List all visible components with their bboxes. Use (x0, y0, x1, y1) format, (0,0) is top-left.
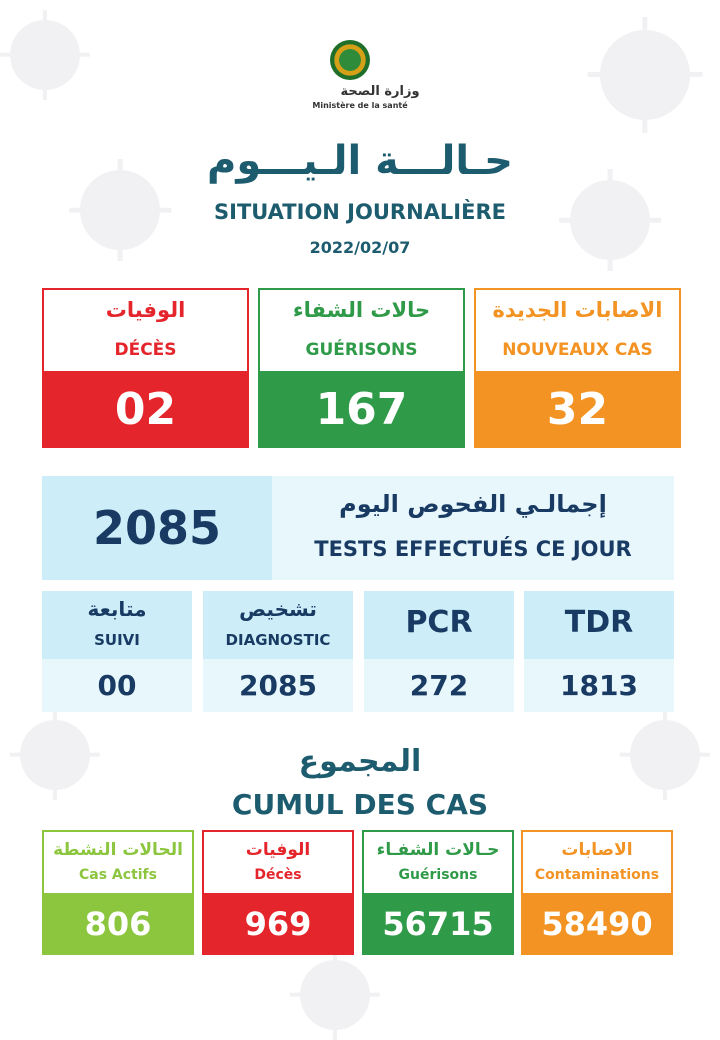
tdr-label: TDR (564, 605, 634, 640)
tests-column-tdr: TDR 1813 (524, 591, 674, 712)
cumul-deaths-card: الوفيات Décès 969 (202, 830, 354, 955)
cumul-title-ar: المجموع (298, 744, 422, 779)
tests-total-value: 2085 (92, 501, 222, 555)
daily-deaths-card: الوفيات DÉCÈS 02 (42, 288, 249, 448)
virus-icon (570, 180, 650, 260)
cumul-recoveries-label-ar: حـالات الشفـاء (376, 840, 500, 860)
daily-recoveries-value: 167 (258, 371, 465, 448)
cumul-deaths-value: 969 (202, 893, 354, 955)
pcr-value: 272 (364, 659, 514, 712)
tests-total-background (42, 476, 272, 580)
cumul-contaminations-card: الاصابات Contaminations 58490 (521, 830, 673, 955)
cumul-deaths-label-ar: الوفيات (245, 840, 311, 860)
virus-icon (20, 720, 90, 790)
ministry-name-ar: وزارة الصحة (340, 84, 420, 99)
ministry-emblem-icon (330, 40, 370, 80)
diagnostic-label-ar: تشخيص (239, 597, 317, 621)
tdr-value: 1813 (524, 659, 674, 712)
tests-column-suivi: متابعة SUIVI 00 (42, 591, 192, 712)
tests-column-diagnostic: تشخيص DIAGNOSTIC 2085 (203, 591, 353, 712)
cumul-title-fr: CUMUL DES CAS (231, 788, 489, 821)
cumul-active-card: الحالات النشطة Cas Actifs 806 (42, 830, 194, 955)
column-header (524, 591, 674, 659)
daily-deaths-label-ar: الوفيات (105, 298, 186, 322)
tests-label-ar: إجمالـي الفحوص اليوم (339, 490, 607, 518)
page-title-ar: حـالـــة الـيـــوم (207, 138, 513, 184)
virus-icon (630, 720, 700, 790)
daily-recoveries-label-fr: GUÉRISONS (305, 340, 418, 360)
virus-icon (10, 20, 80, 90)
virus-icon (600, 30, 690, 120)
cumul-active-value: 806 (42, 893, 194, 955)
suivi-label-fr: SUIVI (94, 631, 140, 649)
diagnostic-label-fr: DIAGNOSTIC (225, 631, 331, 649)
cumul-active-label-ar: الحالات النشطة (53, 840, 183, 860)
tests-column-pcr: PCR 272 (364, 591, 514, 712)
daily-new-cases-card: الاصابات الجديدة NOUVEAUX CAS 32 (474, 288, 681, 448)
daily-recoveries-label-ar: حالات الشفاء (292, 298, 431, 322)
diagnostic-value: 2085 (203, 659, 353, 712)
daily-new-cases-label-ar: الاصابات الجديدة (492, 298, 663, 322)
pcr-label: PCR (405, 605, 473, 640)
suivi-label-ar: متابعة (87, 597, 147, 621)
daily-new-cases-value: 32 (474, 371, 681, 448)
cumul-recoveries-card: حـالات الشفـاء Guérisons 56715 (362, 830, 514, 955)
ministry-name-fr: Ministère de la santé (312, 101, 408, 110)
tests-label-fr: TESTS EFFECTUÉS CE JOUR (314, 537, 632, 561)
cumul-contaminations-label-ar: الاصابات (561, 840, 633, 860)
cumul-contaminations-label-fr: Contaminations (534, 867, 660, 883)
cumul-active-label-fr: Cas Actifs (79, 867, 157, 883)
cumul-recoveries-value: 56715 (362, 893, 514, 955)
column-header (364, 591, 514, 659)
virus-icon (80, 170, 160, 250)
column-header (42, 591, 192, 659)
page-title-fr: SITUATION JOURNALIÈRE (214, 200, 506, 224)
cumul-deaths-label-fr: Décès (254, 867, 302, 883)
daily-deaths-label-fr: DÉCÈS (114, 340, 177, 360)
report-date: 2022/02/07 (309, 238, 411, 257)
virus-icon (300, 960, 370, 1030)
cumul-recoveries-label-fr: Guérisons (398, 867, 478, 883)
cumul-contaminations-value: 58490 (521, 893, 673, 955)
daily-new-cases-label-fr: NOUVEAUX CAS (502, 340, 653, 360)
daily-recoveries-card: حالات الشفاء GUÉRISONS 167 (258, 288, 465, 448)
daily-deaths-value: 02 (42, 371, 249, 448)
suivi-value: 00 (42, 659, 192, 712)
column-header (203, 591, 353, 659)
